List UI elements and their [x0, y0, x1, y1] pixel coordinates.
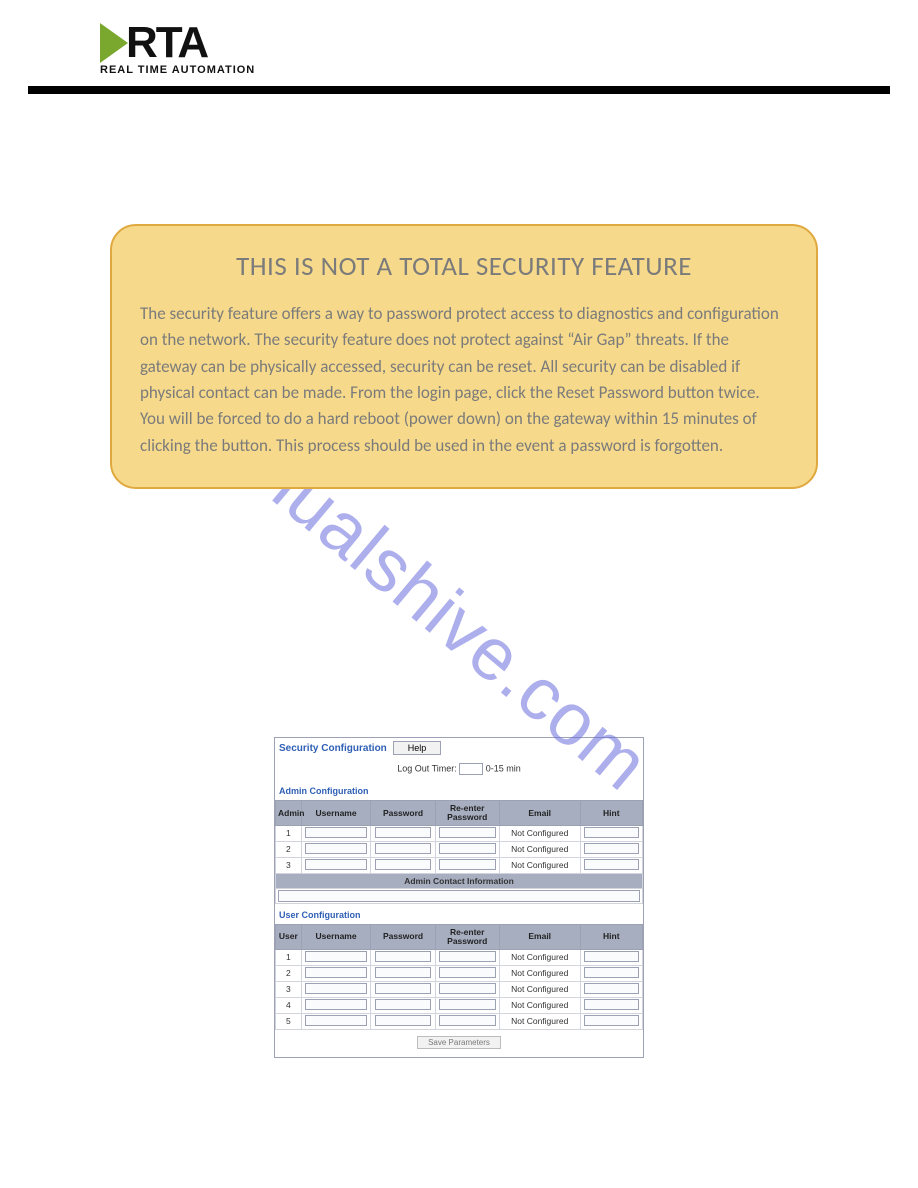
email-cell: Not Configured: [499, 965, 580, 981]
user-header-email: Email: [499, 924, 580, 949]
row-index: 1: [276, 949, 302, 965]
callout-body: The security feature offers a way to pas…: [140, 301, 788, 459]
hint-input[interactable]: [584, 983, 639, 994]
username-input[interactable]: [305, 951, 367, 962]
row-index: 3: [276, 981, 302, 997]
page-header: RTA REAL TIME AUTOMATION: [0, 0, 918, 78]
row-index: 2: [276, 965, 302, 981]
reenter-input[interactable]: [439, 827, 496, 838]
save-row: Save Parameters: [275, 1030, 643, 1057]
hint-input[interactable]: [584, 951, 639, 962]
table-row: 2 Not Configured: [276, 841, 643, 857]
hint-input[interactable]: [584, 843, 639, 854]
username-input[interactable]: [305, 843, 367, 854]
password-input[interactable]: [375, 999, 432, 1010]
hint-input[interactable]: [584, 827, 639, 838]
screenshot-title: Security Configuration: [279, 743, 387, 754]
header-divider: [28, 86, 890, 94]
username-input[interactable]: [305, 983, 367, 994]
row-index: 3: [276, 857, 302, 873]
hint-input[interactable]: [584, 967, 639, 978]
email-cell: Not Configured: [499, 841, 580, 857]
password-input[interactable]: [375, 983, 432, 994]
admin-header-email: Email: [499, 801, 580, 826]
reenter-input[interactable]: [439, 999, 496, 1010]
logout-suffix: 0-15 min: [486, 763, 521, 773]
username-input[interactable]: [305, 967, 367, 978]
hint-input[interactable]: [584, 999, 639, 1010]
admin-header-idx: Admin: [276, 801, 302, 826]
password-input[interactable]: [375, 827, 432, 838]
help-button[interactable]: Help: [393, 741, 442, 755]
logo-text: RTA: [126, 18, 207, 68]
username-input[interactable]: [305, 859, 367, 870]
table-row: 2 Not Configured: [276, 965, 643, 981]
table-row: 1 Not Configured: [276, 825, 643, 841]
user-section-title: User Configuration: [275, 904, 643, 924]
user-header-username: Username: [301, 924, 371, 949]
table-row: 4 Not Configured: [276, 997, 643, 1013]
username-input[interactable]: [305, 999, 367, 1010]
email-cell: Not Configured: [499, 825, 580, 841]
logo-main: RTA: [100, 18, 255, 68]
logout-input[interactable]: [459, 763, 483, 775]
document-page: RTA REAL TIME AUTOMATION manualshive.com…: [0, 0, 918, 1138]
row-index: 2: [276, 841, 302, 857]
admin-contact-input[interactable]: [278, 890, 640, 902]
admin-header-reenter: Re-enter Password: [435, 801, 499, 826]
logo-arrow-icon: [100, 23, 128, 63]
admin-header-username: Username: [301, 801, 371, 826]
table-row: 3 Not Configured: [276, 857, 643, 873]
row-index: 1: [276, 825, 302, 841]
logo: RTA REAL TIME AUTOMATION: [100, 18, 255, 76]
user-header-reenter: Re-enter Password: [435, 924, 499, 949]
password-input[interactable]: [375, 859, 432, 870]
logo-subtitle: REAL TIME AUTOMATION: [100, 64, 255, 76]
username-input[interactable]: [305, 1015, 367, 1026]
table-row: 5 Not Configured: [276, 1013, 643, 1029]
email-cell: Not Configured: [499, 1013, 580, 1029]
callout-title: THIS IS NOT A TOTAL SECURITY FEATURE: [140, 250, 788, 283]
reenter-input[interactable]: [439, 951, 496, 962]
password-input[interactable]: [375, 951, 432, 962]
user-header-row: User Username Password Re-enter Password…: [276, 924, 643, 949]
security-config-screenshot: Security Configuration Help Log Out Time…: [274, 737, 644, 1058]
admin-table: Admin Username Password Re-enter Passwor…: [275, 800, 643, 904]
warning-callout: THIS IS NOT A TOTAL SECURITY FEATURE The…: [110, 224, 818, 489]
table-row: 3 Not Configured: [276, 981, 643, 997]
row-index: 4: [276, 997, 302, 1013]
email-cell: Not Configured: [499, 997, 580, 1013]
password-input[interactable]: [375, 843, 432, 854]
admin-contact-row: [276, 888, 643, 903]
admin-header-row: Admin Username Password Re-enter Passwor…: [276, 801, 643, 826]
table-row: 1 Not Configured: [276, 949, 643, 965]
admin-section-title: Admin Configuration: [275, 780, 643, 800]
email-cell: Not Configured: [499, 857, 580, 873]
logout-timer-row: Log Out Timer: 0-15 min: [275, 758, 643, 780]
user-table: User Username Password Re-enter Password…: [275, 924, 643, 1030]
user-header-hint: Hint: [580, 924, 642, 949]
hint-input[interactable]: [584, 1015, 639, 1026]
reenter-input[interactable]: [439, 859, 496, 870]
reenter-input[interactable]: [439, 1015, 496, 1026]
row-index: 5: [276, 1013, 302, 1029]
email-cell: Not Configured: [499, 981, 580, 997]
reenter-input[interactable]: [439, 967, 496, 978]
email-cell: Not Configured: [499, 949, 580, 965]
logout-label: Log Out Timer:: [397, 763, 457, 773]
save-parameters-button[interactable]: Save Parameters: [417, 1036, 501, 1049]
admin-contact-header: Admin Contact Information: [276, 873, 643, 888]
user-header-password: Password: [371, 924, 435, 949]
screenshot-topbar: Security Configuration Help: [275, 738, 643, 758]
reenter-input[interactable]: [439, 843, 496, 854]
username-input[interactable]: [305, 827, 367, 838]
user-header-idx: User: [276, 924, 302, 949]
reenter-input[interactable]: [439, 983, 496, 994]
admin-header-password: Password: [371, 801, 435, 826]
hint-input[interactable]: [584, 859, 639, 870]
admin-header-hint: Hint: [580, 801, 642, 826]
password-input[interactable]: [375, 1015, 432, 1026]
password-input[interactable]: [375, 967, 432, 978]
